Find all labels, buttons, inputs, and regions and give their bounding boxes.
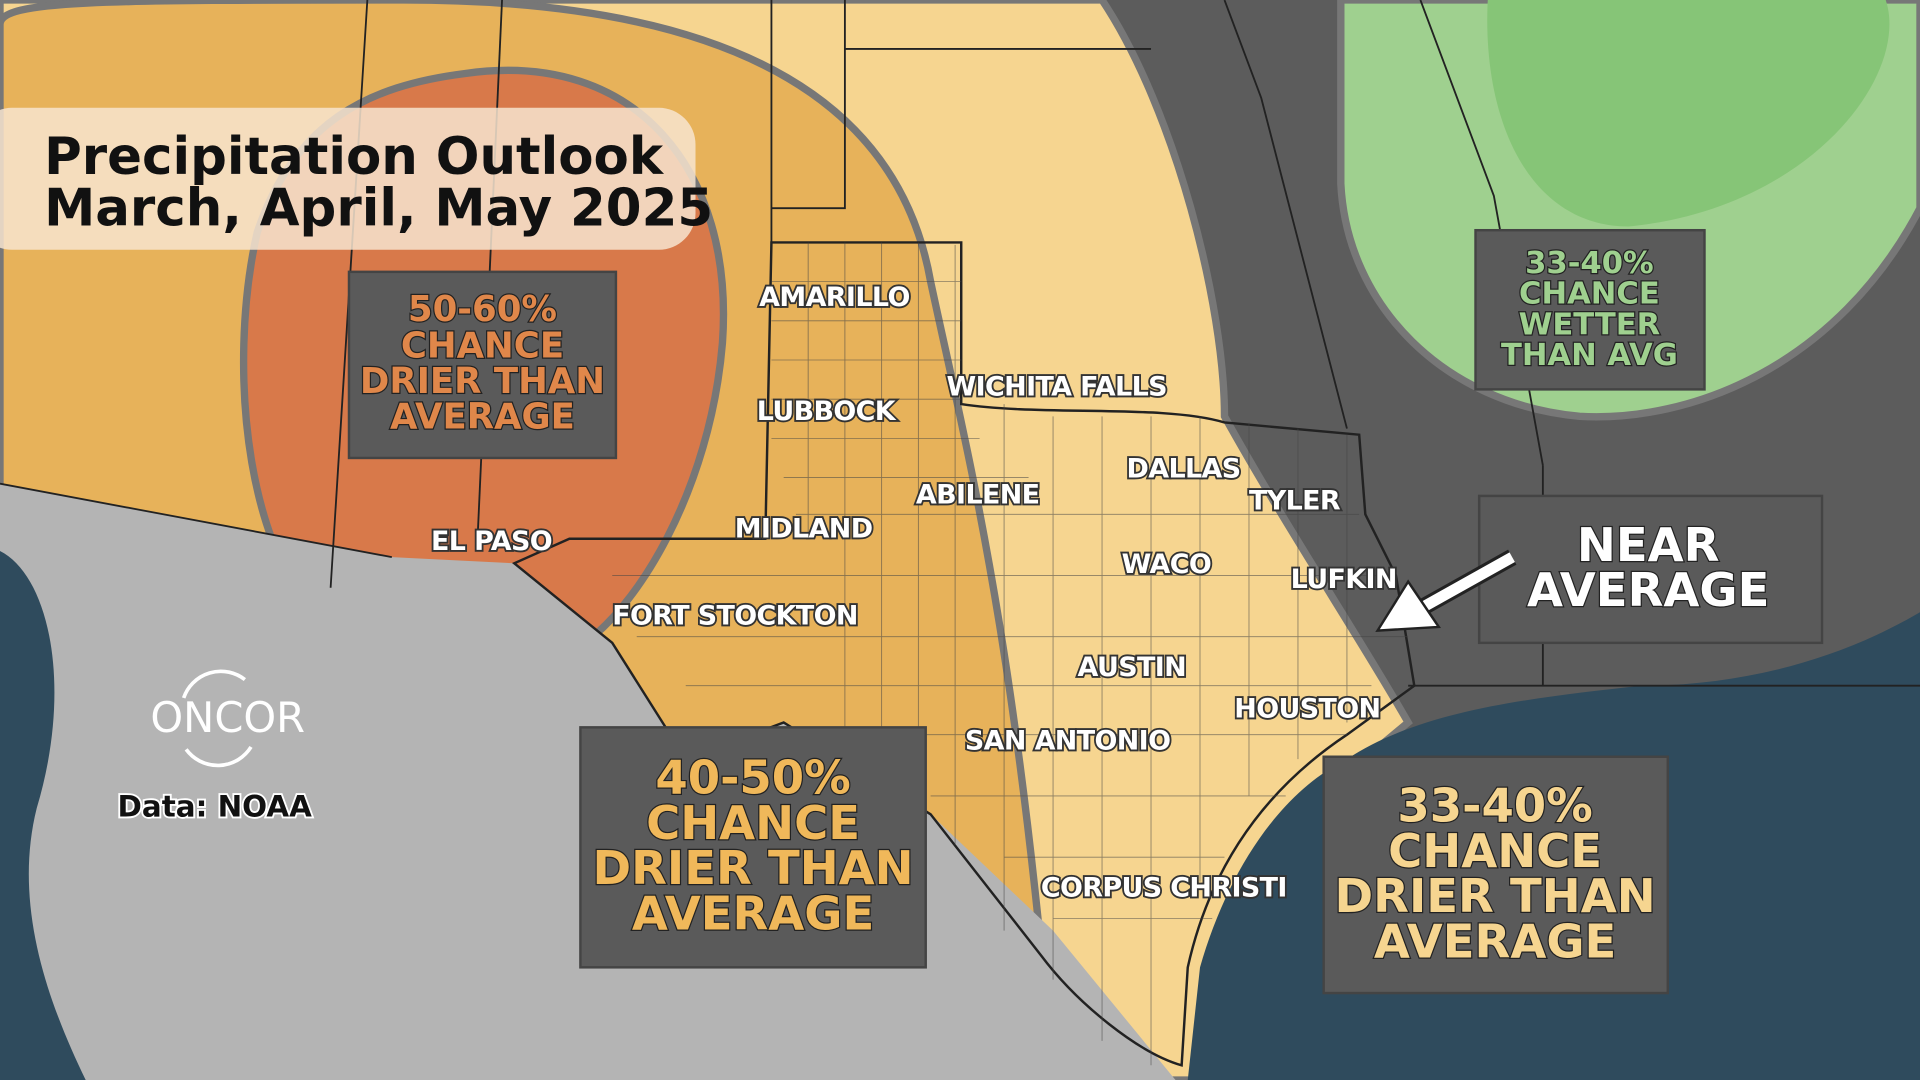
city-label: SAN ANTONIO <box>965 725 1170 756</box>
city-label: CORPUS CHRISTI <box>1041 872 1287 903</box>
city-label: AMARILLO <box>759 282 910 313</box>
title-line-1: Precipitation Outlook <box>44 127 665 187</box>
arrow-icon <box>1375 549 1517 632</box>
outlook-text: AVERAGE <box>1374 915 1616 969</box>
city-label: FORT STOCKTON <box>612 600 858 631</box>
city-labels: AMARILLO LUBBOCK WICHITA FALLS DALLAS TY… <box>429 280 1399 905</box>
city-label: LUBBOCK <box>757 396 897 427</box>
wetter-core-region <box>1487 0 1890 227</box>
outlook-text: WETTER <box>1519 307 1661 342</box>
city-label: LUFKIN <box>1291 564 1397 595</box>
title-banner <box>0 107 696 250</box>
outlook-box-33-40-wetter: 33-40% CHANCE WETTER THAN AVG <box>1474 228 1706 391</box>
outlook-box-50-60: 50-60% CHANCE DRIER THAN AVERAGE <box>347 270 618 460</box>
city-label: DALLAS <box>1127 454 1241 485</box>
outlook-text: DRIER THAN <box>1335 869 1656 923</box>
outlook-text: CHANCE <box>1519 277 1660 312</box>
outlook-text: NEAR <box>1577 518 1720 572</box>
city-label: EL PASO <box>431 526 552 557</box>
city-label: MIDLAND <box>735 514 873 545</box>
pacific-ocean <box>0 551 86 1080</box>
outlook-text: 50-60% <box>408 289 557 330</box>
data-source-label: Data: NOAA <box>118 790 313 824</box>
outlook-text: THAN AVG <box>1501 338 1678 373</box>
title-line-2: March, April, May 2025 <box>44 178 713 238</box>
texas-outline <box>511 241 1416 1067</box>
outlook-box-near-average: NEAR AVERAGE <box>1477 494 1824 645</box>
county-lines <box>612 242 1409 1066</box>
city-label: AUSTIN <box>1078 652 1187 683</box>
city-label: WACO <box>1122 549 1212 580</box>
outlook-text: 33-40% <box>1397 779 1592 833</box>
logo-text: ONCOR <box>150 693 305 742</box>
city-label: HOUSTON <box>1234 694 1380 725</box>
outlook-box-40-50: 40-50% CHANCE DRIER THAN AVERAGE <box>579 726 927 969</box>
outlook-text: DRIER THAN <box>592 841 913 895</box>
outlook-text: AVERAGE <box>390 397 575 438</box>
outlook-text: CHANCE <box>401 326 564 367</box>
outlook-box-33-40-drier: 33-40% CHANCE DRIER THAN AVERAGE <box>1322 755 1669 995</box>
outlook-text: 40-50% <box>655 750 850 804</box>
outlook-text: AVERAGE <box>632 886 874 940</box>
outlook-text: CHANCE <box>1388 824 1602 878</box>
outlook-text: CHANCE <box>646 796 860 850</box>
oncor-logo: ONCOR <box>150 669 305 768</box>
city-label: TYLER <box>1249 485 1341 516</box>
outlook-text: 33-40% <box>1525 246 1654 281</box>
city-label: ABILENE <box>916 479 1040 510</box>
city-label: WICHITA FALLS <box>947 372 1167 403</box>
outlook-text: DRIER THAN <box>360 361 605 402</box>
outlook-text: AVERAGE <box>1527 563 1769 617</box>
